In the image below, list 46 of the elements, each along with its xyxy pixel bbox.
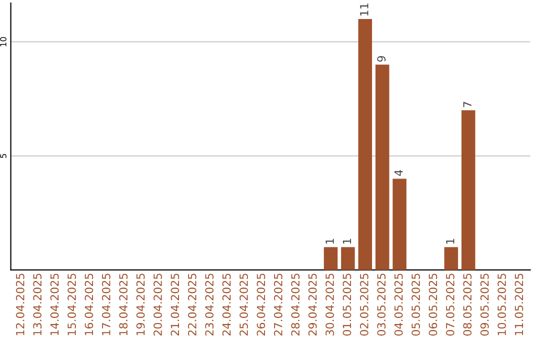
- x-tick-label: 05.05.2025: [412, 274, 420, 336]
- x-tick-label: 08.05.2025: [463, 274, 472, 336]
- data-label: 9: [377, 56, 386, 62]
- data-label: 1: [446, 238, 454, 244]
- bar: [392, 178, 406, 270]
- bar: [358, 19, 372, 270]
- x-tick-label: 27.04.2025: [274, 274, 282, 336]
- x-tick-label: 10.05.2025: [498, 274, 506, 336]
- data-label: 4: [394, 170, 403, 176]
- bar: [341, 247, 355, 270]
- data-label: 1: [326, 238, 334, 244]
- bar: [324, 247, 338, 270]
- x-tick-label: 06.05.2025: [428, 274, 438, 336]
- x-tick-label: 21.04.2025: [170, 274, 180, 336]
- x-tick-label: 16.04.2025: [84, 274, 94, 336]
- x-tick-label: 29.04.2025: [308, 274, 317, 336]
- x-tick-label: 04.05.2025: [394, 274, 403, 336]
- x-tick-label: 12.04.2025: [16, 274, 24, 336]
- bar: [375, 64, 390, 270]
- x-tick-label: 28.04.2025: [291, 274, 300, 336]
- y-tick-label: 10: [0, 37, 6, 46]
- x-tick-label: 30.04.2025: [326, 274, 334, 336]
- x-tick-label: 18.04.2025: [119, 274, 128, 336]
- x-tick-label: 02.05.2025: [360, 274, 368, 336]
- x-tick-label: 26.04.2025: [256, 274, 266, 336]
- x-tick-label: 22.04.2025: [188, 274, 196, 336]
- x-tick-label: 15.04.2025: [68, 274, 76, 336]
- y-tick-label: 5: [0, 154, 6, 158]
- x-tick-label: 14.04.2025: [50, 274, 59, 336]
- x-tick-label: 20.04.2025: [154, 274, 162, 336]
- data-label: 11: [360, 4, 368, 16]
- x-tick-label: 24.04.2025: [222, 274, 231, 336]
- x-tick-label: 11.05.2025: [514, 274, 524, 336]
- x-tick-label: 25.04.2025: [240, 274, 248, 336]
- x-tick-label: 09.05.2025: [480, 274, 489, 336]
- x-tick-label: 13.04.2025: [33, 274, 42, 336]
- bar: [461, 110, 476, 270]
- x-tick-label: 01.05.2025: [342, 274, 352, 336]
- x-tick-label: 03.05.2025: [377, 274, 386, 336]
- x-tick-label: 17.04.2025: [102, 274, 110, 336]
- data-label: 7: [463, 102, 472, 108]
- x-tick-label: 23.04.2025: [205, 274, 214, 336]
- x-tick-label: 07.05.2025: [446, 274, 454, 336]
- x-tick-label: 19.04.2025: [136, 274, 145, 336]
- data-label: 1: [342, 238, 352, 244]
- bar: [444, 247, 458, 270]
